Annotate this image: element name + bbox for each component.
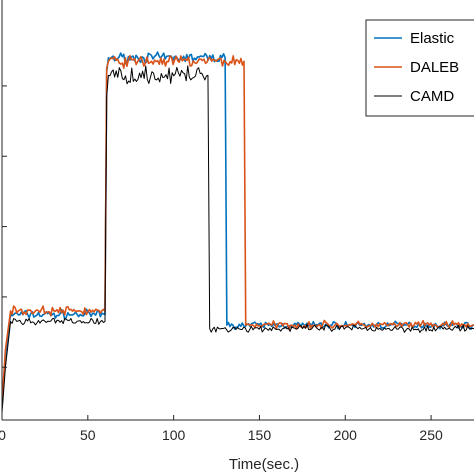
x-tick-label: 50 <box>80 427 96 443</box>
legend-label-camd: CAMD <box>410 88 454 105</box>
axes: 0 50 100 150 200 250 <box>0 0 474 443</box>
x-tick-label: 100 <box>162 427 186 443</box>
x-tick-label: 150 <box>248 427 272 443</box>
series-line-elastic <box>2 51 474 406</box>
legend-label-daleb: DALEB <box>410 59 459 76</box>
series-layer <box>2 51 474 414</box>
x-tick-label: 0 <box>0 427 6 443</box>
series-line-daleb <box>2 54 474 403</box>
legend-box <box>365 19 474 117</box>
x-tick-label: 250 <box>419 427 443 443</box>
series-line-camd <box>2 65 474 414</box>
x-axis-title: Time(sec.) <box>229 456 299 473</box>
x-tick-label: 200 <box>334 427 358 443</box>
legend: Elastic DALEB CAMD <box>365 19 474 117</box>
legend-label-elastic: Elastic <box>410 30 455 47</box>
